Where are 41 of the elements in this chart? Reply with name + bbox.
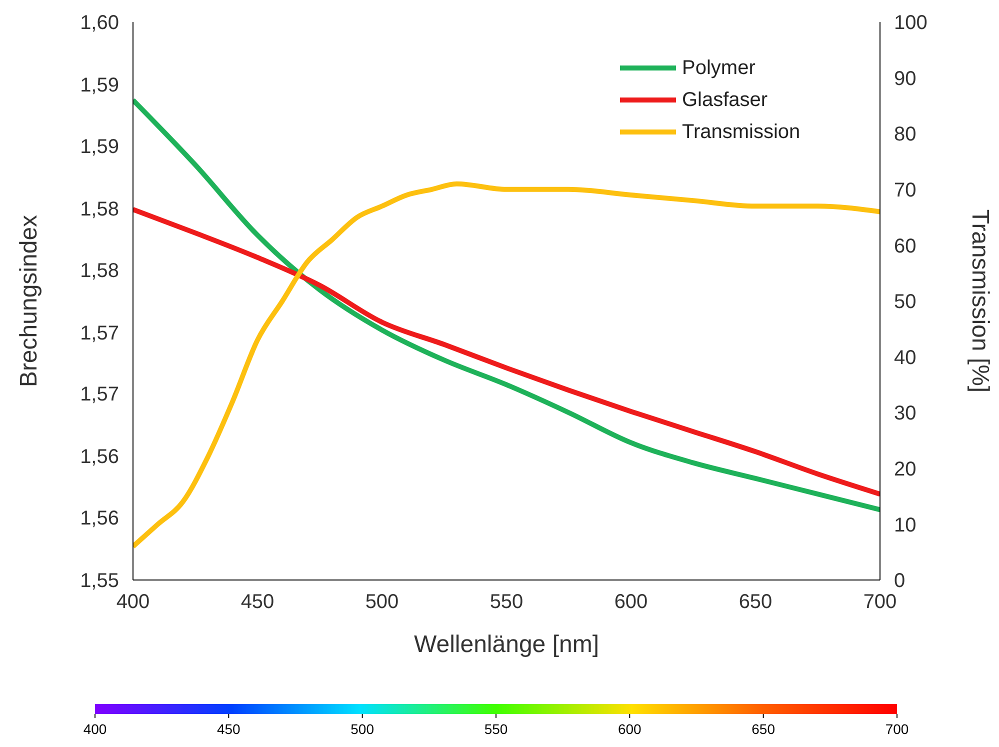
y-tick-label: 1,57 <box>80 384 119 406</box>
x-axis-title: Wellenlänge [nm] <box>414 631 599 658</box>
y2-tick-label: 40 <box>894 346 916 369</box>
y-tick-label: 1,59 <box>80 74 119 97</box>
x-tick-label: 650 <box>738 591 772 614</box>
x-tick-label: 500 <box>365 591 399 614</box>
y-axis-title: Brechungsindex <box>16 214 43 388</box>
color-bar-label: 450 <box>216 721 241 737</box>
y2-tick-label: 0 <box>894 570 906 592</box>
y-tick-label: 1,59 <box>80 136 119 158</box>
y-tick-label: 1,60 <box>80 12 119 34</box>
y-tick-label: 1,58 <box>80 198 119 220</box>
y-tick-label: 1,55 <box>80 570 119 592</box>
x-tick-label: 550 <box>490 591 524 614</box>
y2-tick-label: 80 <box>894 124 916 146</box>
y2-tick-label: 90 <box>894 68 916 90</box>
x-tick-label: 600 <box>614 591 648 614</box>
color-bar-label: 700 <box>885 721 909 737</box>
y2-tick-label: 10 <box>894 514 916 536</box>
color-bar-label: 400 <box>83 721 107 737</box>
x-tick-label: 700 <box>863 591 897 614</box>
legend-label: Polymer <box>682 56 756 80</box>
color-bar-label: 500 <box>350 721 374 737</box>
color-bar-label: 650 <box>752 721 776 737</box>
y2-tick-label: 30 <box>894 402 916 425</box>
y-tick-label: 1,56 <box>80 508 119 530</box>
legend-label: Transmission <box>682 120 800 144</box>
y2-axis-title: Transmission [%] <box>966 209 994 393</box>
x-tick-label: 400 <box>116 591 150 614</box>
y-tick-label: 1,58 <box>80 260 119 282</box>
y2-tick-label: 60 <box>894 235 916 258</box>
y2-tick-label: 100 <box>894 12 928 34</box>
y2-tick-label: 50 <box>894 291 916 314</box>
color-bar-label: 600 <box>618 721 642 737</box>
y-tick-label: 1,56 <box>80 446 119 468</box>
y2-tick-label: 70 <box>894 180 916 202</box>
legend-label: Glasfaser <box>682 88 768 112</box>
y2-tick-label: 20 <box>894 458 916 480</box>
x-tick-label: 450 <box>240 591 274 614</box>
color-bar-label: 550 <box>484 721 508 737</box>
y-tick-label: 1,57 <box>80 322 119 344</box>
